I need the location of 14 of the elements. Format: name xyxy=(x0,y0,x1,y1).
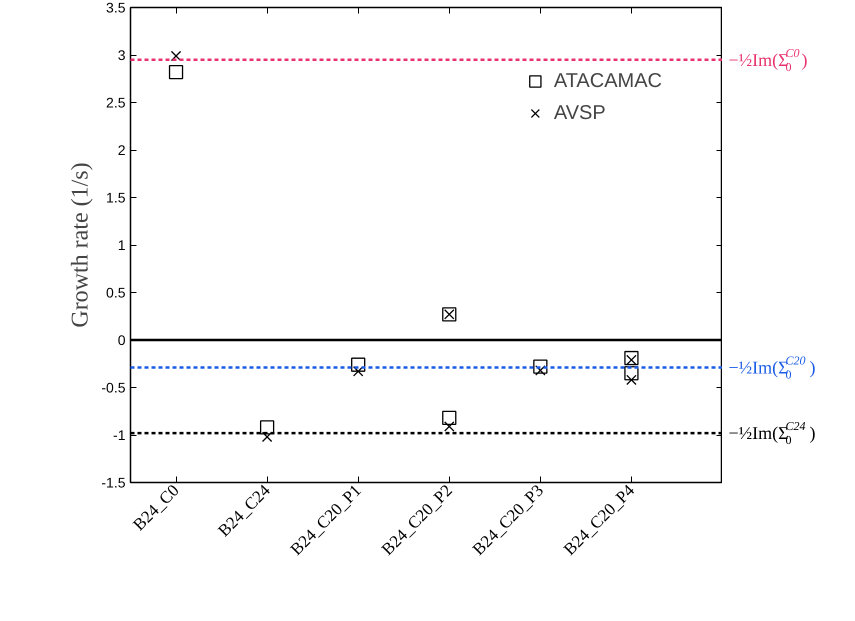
legend-label: AVSP xyxy=(554,102,606,124)
y-tick-label: 3.5 xyxy=(106,0,126,16)
y-tick-label: 2.5 xyxy=(106,94,126,110)
legend-label: ATACAMAC xyxy=(554,70,662,92)
y-axis-title: Growth rate (1/s) xyxy=(67,162,94,328)
y-tick-label: -1 xyxy=(113,427,126,443)
y-tick-label: 3 xyxy=(118,47,126,63)
y-tick-label: 1.5 xyxy=(106,190,126,206)
y-tick-label: -0.5 xyxy=(101,380,126,396)
y-tick-label: 2 xyxy=(118,142,126,158)
y-tick-label: 0.5 xyxy=(106,284,126,300)
y-tick-label: 1 xyxy=(118,237,126,253)
y-tick-label: 0 xyxy=(118,332,126,348)
y-tick-label: -1.5 xyxy=(101,474,126,490)
